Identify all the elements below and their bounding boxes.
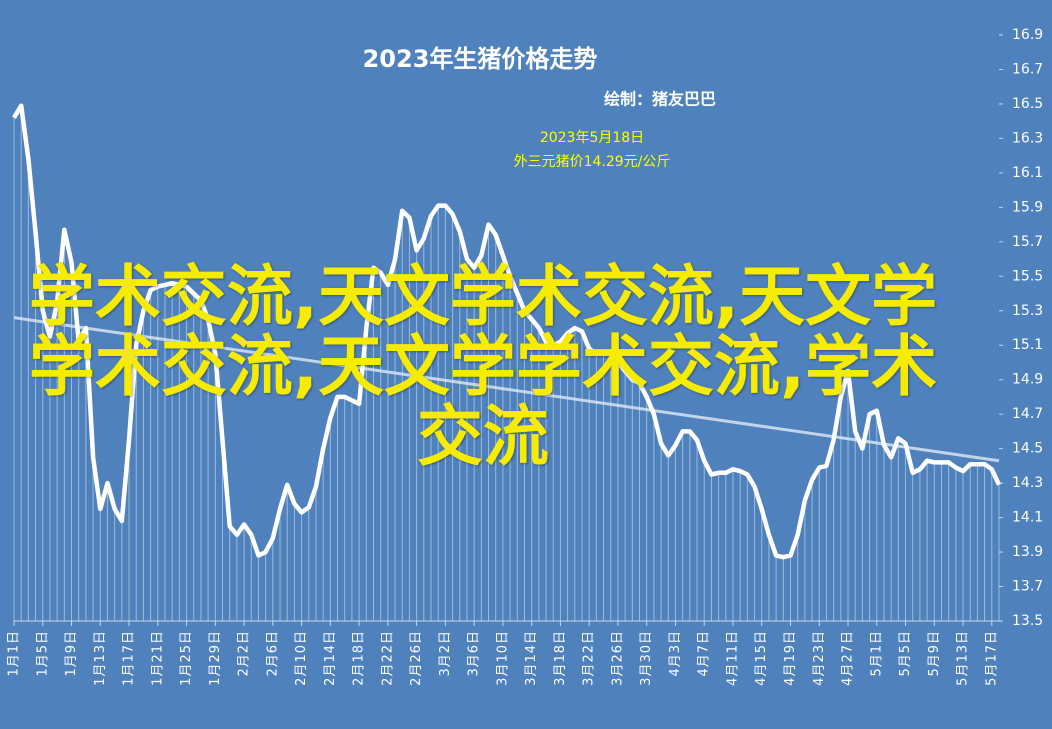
x-tick-label: 1月29日 bbox=[208, 630, 223, 686]
x-tick-label: 5月1日 bbox=[869, 630, 884, 677]
y-tick-label: 15.5 bbox=[1012, 268, 1043, 284]
y-tick-label: 15.1 bbox=[1012, 337, 1043, 353]
x-tick-label: 5月9日 bbox=[927, 630, 942, 677]
y-tick-label: 16.7 bbox=[1012, 61, 1043, 77]
y-tick-label: 14.9 bbox=[1012, 372, 1043, 388]
y-tick-label: 14.3 bbox=[1012, 475, 1043, 491]
y-tick-label: 16.3 bbox=[1012, 130, 1043, 146]
y-tick-label: 13.7 bbox=[1012, 579, 1043, 595]
y-tick-label: 14.7 bbox=[1012, 406, 1043, 422]
x-tick-label: 2月10日 bbox=[294, 630, 309, 686]
x-tick-label: 4月23日 bbox=[812, 630, 827, 686]
x-tick-label: 3月30日 bbox=[639, 630, 654, 686]
y-tick-label: 16.5 bbox=[1012, 96, 1043, 112]
y-tick-label: 15.3 bbox=[1012, 303, 1043, 319]
x-tick-label: 5月17日 bbox=[984, 630, 999, 686]
x-tick-label: 3月26日 bbox=[610, 630, 625, 686]
x-tick-label: 1月1日 bbox=[7, 630, 22, 677]
annotation: 2023年5月18日 bbox=[540, 130, 644, 146]
x-tick-label: 1月21日 bbox=[150, 630, 165, 686]
marks bbox=[12, 34, 1003, 626]
x-tick-label: 1月17日 bbox=[122, 630, 137, 686]
chart-subtitle: 绘制：猪友巴巴 bbox=[604, 90, 716, 109]
x-tick-label: 4月15日 bbox=[754, 630, 769, 686]
y-tick-label: 16.1 bbox=[1012, 165, 1043, 181]
x-tick-label: 4月11日 bbox=[725, 630, 740, 686]
x-tick-label: 4月27日 bbox=[841, 630, 856, 686]
x-tick-label: 3月2日 bbox=[438, 630, 453, 677]
x-tick-label: 3月14日 bbox=[524, 630, 539, 686]
watermark: 学术交流,天文学术交流,天文学学术交流,天文学学术交流,学术交流 bbox=[28, 258, 938, 475]
x-tick-label: 3月10日 bbox=[495, 630, 510, 686]
x-tick-label: 4月3日 bbox=[668, 630, 683, 677]
x-tick-label: 1月13日 bbox=[93, 630, 108, 686]
x-tick-label: 1月25日 bbox=[179, 630, 194, 686]
x-tick-label: 3月18日 bbox=[553, 630, 568, 686]
x-tick-label: 4月7日 bbox=[697, 630, 712, 677]
x-tick-label: 1月5日 bbox=[35, 630, 50, 677]
x-tick-label: 4月19日 bbox=[783, 630, 798, 686]
y-tick-label: 14.1 bbox=[1012, 510, 1043, 526]
price-line bbox=[12, 103, 1002, 560]
x-tick-label: 1月9日 bbox=[64, 630, 79, 677]
x-tick-label: 2月22日 bbox=[380, 630, 395, 686]
x-tick-label: 2月14日 bbox=[323, 630, 338, 686]
x-tick-label: 2月6日 bbox=[265, 630, 280, 677]
x-tick-label: 2月18日 bbox=[352, 630, 367, 686]
chart-title: 2023年生猪价格走势 bbox=[363, 45, 598, 73]
x-tick-label: 2月2日 bbox=[237, 630, 252, 677]
y-tick-label: 14.5 bbox=[1012, 441, 1043, 457]
annotation: 外三元猪价14.29元/公斤 bbox=[514, 154, 671, 170]
y-tick-label: 13.5 bbox=[1012, 613, 1043, 629]
x-tick-label: 5月13日 bbox=[956, 630, 971, 686]
x-tick-label: 3月6日 bbox=[467, 630, 482, 677]
y-tick-label: 15.9 bbox=[1012, 199, 1043, 215]
x-tick-label: 2月26日 bbox=[409, 630, 424, 686]
x-tick-label: 5月5日 bbox=[898, 630, 913, 677]
x-tick-label: 3月22日 bbox=[582, 630, 597, 686]
y-tick-label: 13.9 bbox=[1012, 544, 1043, 560]
y-tick-label: 16.9 bbox=[1012, 27, 1043, 43]
y-tick-label: 15.7 bbox=[1012, 234, 1043, 250]
